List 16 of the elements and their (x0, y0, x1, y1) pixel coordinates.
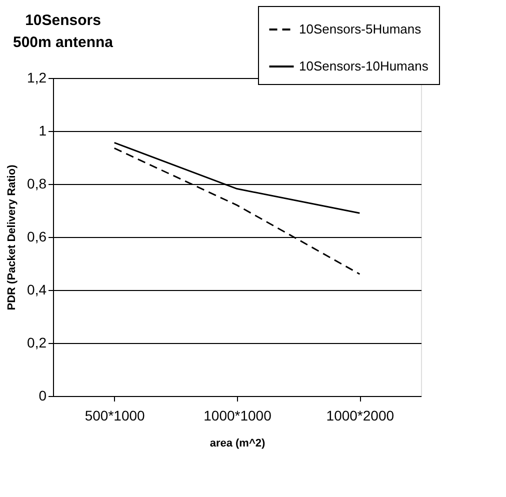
y-tick-label: 0,4 (27, 282, 47, 298)
x-tick-label: 500*1000 (84, 408, 146, 424)
legend-label: 10Sensors-10Humans (299, 58, 429, 74)
y-tick-label: 0,2 (27, 334, 47, 350)
text: 10Sensors (25, 12, 101, 29)
y-tick-label: 1 (38, 122, 47, 138)
x-tick-label: 1000*1000 (204, 408, 272, 424)
x-tick-label: 1000*2000 (326, 408, 394, 424)
y-tick-label: 0,6 (27, 228, 47, 244)
legend-label: 10Sensors-5Humans (299, 22, 422, 36)
text: 500m antenna (12, 34, 114, 51)
y-axis-title: PDR (Packet Delivery Ratio) (6, 164, 18, 310)
y-tick-label: 0,8 (27, 176, 47, 192)
y-tick-label: 0 (38, 388, 47, 404)
x-axis-title: area (m^2) (210, 438, 266, 450)
y-tick-label: 1,2 (27, 70, 47, 86)
